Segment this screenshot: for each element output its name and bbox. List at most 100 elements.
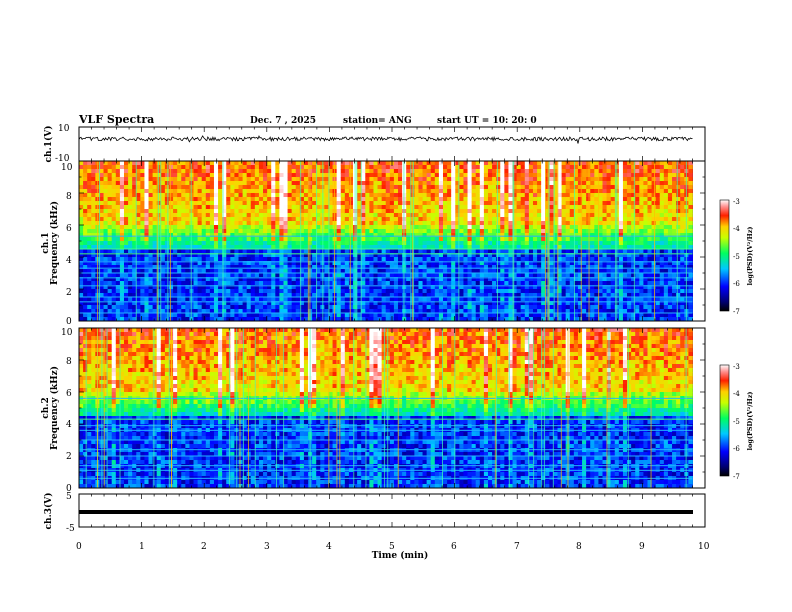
spectrogram-cell (565, 265, 571, 270)
spectrogram-cell (422, 293, 428, 298)
spectrogram-cell (123, 253, 129, 258)
spectrogram-cell (99, 269, 104, 274)
spectrogram-cell (475, 225, 481, 230)
spectrogram-cell (492, 177, 497, 182)
spectrogram-cell (369, 281, 374, 286)
spectrogram-cell (524, 165, 530, 170)
spectrogram-cell (107, 305, 113, 310)
spectrogram-cell (258, 249, 264, 254)
spectrogram-cell (549, 217, 554, 222)
spectrogram-cell (152, 185, 158, 190)
spectrogram-cell (279, 269, 284, 274)
spectrogram-cell (181, 257, 186, 262)
spectrogram-cell (144, 285, 149, 290)
spectrogram-cell (254, 225, 260, 230)
spectrogram-cell (160, 197, 166, 202)
spectrogram-cell (532, 217, 538, 222)
spectrogram-cell (582, 177, 587, 182)
spectrogram-cell (107, 217, 113, 222)
spectrogram-cell (152, 261, 158, 266)
spectrogram-cell (111, 173, 117, 178)
spectrogram-cell (258, 205, 264, 210)
spectrogram-cell (173, 309, 178, 314)
spectrogram-cell (340, 165, 346, 170)
spectrogram-cell (516, 309, 522, 314)
spectrogram-cell (205, 245, 211, 250)
spectrogram-cell (79, 269, 84, 274)
spectrogram-cell (177, 285, 182, 290)
spectrogram-cell (324, 273, 329, 278)
spectrogram-cell (586, 165, 591, 170)
spectrogram-cell (492, 217, 497, 222)
spectrogram-cell (164, 253, 170, 258)
spectrogram-cell (115, 213, 121, 218)
spectrogram-cell (549, 237, 554, 242)
spectrogram-cell (103, 253, 109, 258)
spectrogram-cell (549, 261, 554, 266)
spectrogram-cell (312, 161, 317, 166)
spectrogram-cell (365, 289, 370, 294)
spectrogram-cell (422, 237, 428, 242)
spectrogram-cell (230, 193, 235, 198)
spectrogram-cell (275, 289, 280, 294)
spectrogram-cell (434, 225, 440, 230)
spectrogram-cell (107, 285, 113, 290)
spectrogram-cell (185, 169, 190, 174)
spectrogram-cell (140, 177, 145, 182)
spectrogram-cell (140, 225, 145, 230)
spectrogram-cell (91, 305, 96, 310)
spectrogram-cell (483, 265, 489, 270)
spectrogram-cell (532, 201, 538, 206)
spectrogram-cell (348, 169, 354, 174)
spectrogram-cell (164, 169, 170, 174)
spectrogram-cell (434, 265, 440, 270)
spectrogram-cell (479, 273, 485, 278)
spectrogram-cell (438, 189, 444, 194)
spectrogram-cell (238, 285, 243, 290)
spectrogram-cell (389, 249, 395, 254)
spectrogram-cell (271, 217, 276, 222)
spectrogram-cell (263, 225, 268, 230)
spectrogram-cell (193, 285, 199, 290)
spectrogram-cell (365, 233, 370, 238)
spectrogram-cell (168, 233, 174, 238)
spectrogram-cell (487, 249, 493, 254)
spectrogram-cell (152, 161, 158, 166)
spectrogram-cell (103, 313, 109, 318)
spectrogram-cell (295, 241, 301, 246)
spectrogram-cell (246, 165, 252, 170)
spectrogram-cell (168, 245, 174, 250)
spectrogram-cell (532, 213, 538, 218)
spectrogram-cell (483, 229, 489, 234)
spectrogram-cell (115, 209, 121, 214)
spectrogram-cell (569, 257, 575, 262)
spectrogram-cell (185, 281, 190, 286)
spectrogram-cell (516, 165, 522, 170)
spectrogram-cell (205, 265, 211, 270)
spectrogram-cell (91, 241, 96, 246)
spectrogram-cell (287, 241, 293, 246)
spectrogram-cell (381, 217, 387, 222)
spectrogram-cell (414, 289, 419, 294)
spectrogram-cell (467, 249, 473, 254)
spectrogram-cell (173, 189, 178, 194)
spectrogram-cell (226, 245, 231, 250)
spectrogram-cell (336, 237, 342, 242)
spectrogram-cell (455, 237, 460, 242)
spectrogram-cell (451, 237, 456, 242)
spectrogram-cell (549, 317, 554, 322)
spectrogram-cell (213, 249, 219, 254)
spectrogram-cell (119, 237, 125, 242)
spectrogram-cell (303, 221, 309, 226)
spectrogram-cell (365, 169, 370, 174)
spectrogram-cell (144, 245, 149, 250)
spectrogram-cell (582, 209, 587, 214)
spectrogram-cell (234, 197, 239, 202)
spectrogram-cell (336, 297, 342, 302)
ch1-waveform-ylabel: ch.1(V) (43, 126, 54, 163)
spectrogram-cell (263, 257, 268, 262)
spectrogram-cell (115, 237, 121, 242)
spectrogram-cell (177, 289, 182, 294)
spectrogram-cell (107, 209, 113, 214)
spectrogram-cell (160, 229, 166, 234)
